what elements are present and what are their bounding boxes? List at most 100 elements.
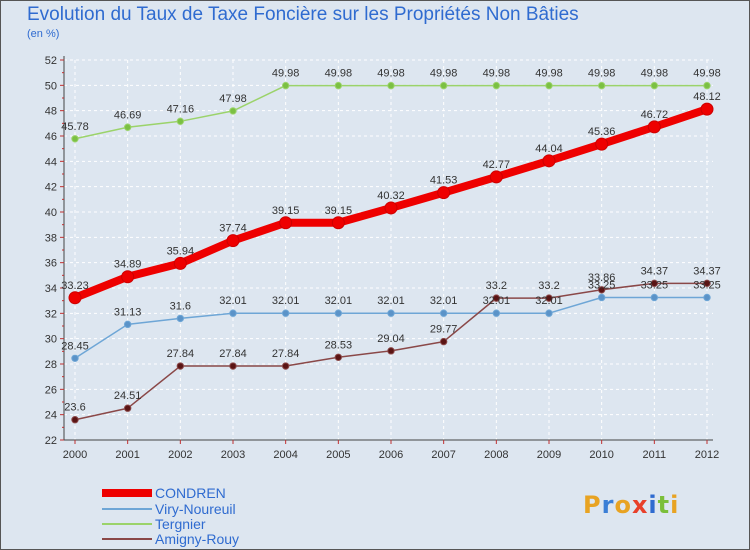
data-label: 33.25 xyxy=(588,280,616,292)
logo-letter: i xyxy=(670,491,680,519)
data-point xyxy=(71,135,79,143)
data-label: 32.01 xyxy=(430,295,458,307)
y-tick-label: 34 xyxy=(45,283,57,295)
logo-letter: t xyxy=(657,491,671,519)
x-tick-label: 2000 xyxy=(63,449,87,461)
data-point xyxy=(176,314,185,323)
data-label: 33.86 xyxy=(588,272,616,284)
data-point xyxy=(545,294,553,302)
data-point xyxy=(439,81,448,90)
data-point xyxy=(334,309,343,317)
data-point xyxy=(71,354,79,362)
data-label: 47.98 xyxy=(219,93,247,105)
y-tick-label: 38 xyxy=(45,232,57,244)
legend-swatch-tergnier xyxy=(102,523,152,525)
data-point xyxy=(226,234,240,248)
legend-label-viry-noureuil: Viry-Noureuil xyxy=(155,501,236,517)
x-tick-label: 2006 xyxy=(379,449,403,461)
data-point xyxy=(387,347,395,355)
data-label: 46.72 xyxy=(641,109,669,121)
data-label: 27.84 xyxy=(167,348,195,360)
data-label: 48.12 xyxy=(693,91,721,103)
data-point xyxy=(279,216,293,230)
data-point xyxy=(492,294,501,302)
data-point xyxy=(229,309,237,317)
data-point xyxy=(176,117,185,126)
x-tick-label: 2007 xyxy=(431,449,455,461)
data-label: 33.23 xyxy=(61,280,89,292)
x-tick-label: 2004 xyxy=(273,449,297,461)
data-point xyxy=(597,286,606,294)
data-label: 31.13 xyxy=(114,306,142,318)
data-point xyxy=(492,81,501,90)
y-tick-label: 32 xyxy=(45,308,57,320)
legend-label-tergnier: Tergnier xyxy=(155,516,206,532)
data-point xyxy=(387,309,395,317)
data-label: 45.78 xyxy=(61,121,89,133)
data-point xyxy=(229,107,237,115)
y-tick-label: 42 xyxy=(45,182,57,194)
data-point xyxy=(647,120,661,134)
data-label: 32.01 xyxy=(535,295,563,307)
data-label: 27.84 xyxy=(219,348,247,360)
data-point xyxy=(437,186,451,200)
data-point xyxy=(700,102,714,116)
data-label: 34.37 xyxy=(693,265,721,277)
plot-area xyxy=(64,60,713,440)
x-tick-label: 2010 xyxy=(589,449,613,461)
data-label: 39.15 xyxy=(325,205,353,217)
data-label: 33.2 xyxy=(486,280,507,292)
data-label: 49.98 xyxy=(377,68,405,80)
x-tick-label: 2003 xyxy=(221,449,245,461)
y-tick-label: 36 xyxy=(45,258,57,270)
data-label: 27.84 xyxy=(272,348,300,360)
data-label: 29.04 xyxy=(377,333,405,345)
data-label: 28.53 xyxy=(325,339,353,351)
data-point xyxy=(595,137,609,151)
x-tick-label: 2011 xyxy=(643,449,667,461)
logo-letter: r xyxy=(601,491,615,519)
data-label: 45.36 xyxy=(588,126,616,138)
data-label: 32.01 xyxy=(219,295,247,307)
data-point xyxy=(492,309,501,317)
data-point xyxy=(597,293,606,302)
data-label: 23.6 xyxy=(64,402,85,414)
data-point xyxy=(68,291,82,305)
data-point xyxy=(331,216,345,230)
data-point xyxy=(173,256,187,270)
data-point xyxy=(71,416,79,424)
y-tick-label: 24 xyxy=(45,410,57,422)
data-label: 32.01 xyxy=(325,295,353,307)
logo-letter: P xyxy=(583,491,602,519)
data-label: 32.01 xyxy=(272,295,300,307)
y-tick-label: 44 xyxy=(45,156,57,168)
x-tick-label: 2002 xyxy=(168,449,192,461)
x-tick-label: 2009 xyxy=(537,449,561,461)
data-label: 42.77 xyxy=(483,159,511,171)
data-label: 35.94 xyxy=(167,245,195,257)
legend-label-condren: CONDREN xyxy=(155,485,226,501)
data-point xyxy=(281,81,290,90)
logo-letter: o xyxy=(614,491,632,519)
data-point xyxy=(650,81,659,90)
data-label: 44.04 xyxy=(535,143,563,155)
data-point xyxy=(650,293,659,302)
y-tick-label: 28 xyxy=(45,359,57,371)
proxiti-logo: Proxiti xyxy=(583,491,679,519)
data-point xyxy=(439,337,448,346)
data-point xyxy=(542,154,556,168)
y-tick-label: 48 xyxy=(45,106,57,118)
legend-swatch-amigny-rouy xyxy=(102,538,152,540)
data-label: 39.15 xyxy=(272,205,300,217)
data-point xyxy=(281,362,290,370)
data-point xyxy=(489,170,503,184)
data-point xyxy=(703,81,711,90)
data-point xyxy=(281,309,290,317)
legend-swatch-viry-noureuil xyxy=(102,508,152,510)
y-tick-label: 26 xyxy=(45,384,57,396)
data-point xyxy=(334,353,343,361)
legend-swatch-condren xyxy=(102,489,152,497)
data-point xyxy=(123,320,132,329)
data-label: 33.25 xyxy=(693,280,721,292)
